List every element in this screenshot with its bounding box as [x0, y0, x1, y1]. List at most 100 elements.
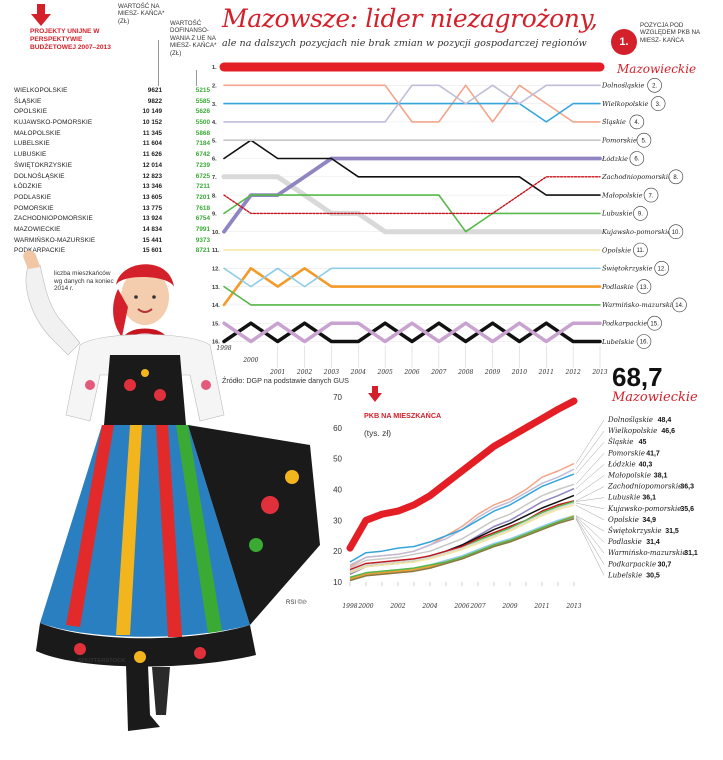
leader-line — [575, 518, 605, 576]
region-label: Śląskie — [602, 117, 626, 126]
region-label: Podkarpackie — [601, 320, 647, 328]
eu-value: 7184 — [195, 140, 210, 148]
region-label: Kujawsko-pomorskie — [601, 228, 671, 236]
rank-line-warmińsko-mazurskie — [223, 285, 601, 306]
gdp-line-mazowieckie — [346, 397, 578, 552]
rank-tick-label: 1. — [212, 65, 217, 71]
region-name: LUBELSKIE — [14, 140, 50, 148]
rank-tick-label: 6. — [212, 157, 217, 163]
x-tick-label: 2006 — [453, 603, 469, 610]
year-tick-label: 2012 — [565, 369, 581, 376]
region-label: Opolskie — [608, 516, 639, 524]
eu-value: 6754 — [195, 215, 210, 223]
leader-line — [575, 516, 605, 554]
rank-badge-label: 12. — [658, 267, 667, 273]
region-label: Podkarpackie — [607, 560, 656, 568]
leader-line — [575, 486, 605, 502]
rank-badge-label: 6. — [634, 157, 639, 163]
table-row: MAZOWIECKIE 14 834 7991 — [14, 225, 210, 236]
region-label: Zachodniopomorskie — [601, 173, 672, 181]
region-value: 35,6 — [680, 506, 694, 513]
eu-value: 8721 — [195, 247, 210, 255]
region-label: Świętokrzyskie — [602, 264, 653, 273]
region-value: 46,6 — [661, 428, 675, 435]
leader-line — [575, 515, 605, 532]
eu-value: 6725 — [195, 172, 210, 180]
eu-value: 5626 — [195, 108, 210, 116]
x-tick-label: 1998 — [342, 603, 357, 610]
table-row: ŚWIĘTOKRZYSKIE 12 014 7239 — [14, 161, 210, 172]
region-name: MAZOWIECKIE — [14, 225, 61, 233]
rank-badge — [647, 77, 662, 93]
rank-badge-label: 16. — [640, 340, 649, 346]
year-tick-label: 2013 — [591, 369, 607, 376]
x-tick-label: 2011 — [533, 603, 549, 610]
region-value: 45 — [639, 439, 647, 446]
rank-line-dolnośląskie — [223, 84, 601, 123]
year-tick-label: 2005 — [377, 369, 393, 376]
region-label: Opolskie — [602, 246, 631, 254]
year-tick-label: 1998 — [216, 345, 231, 352]
eu-value: 7211 — [196, 183, 210, 191]
region-label: Pomorskie — [607, 449, 645, 457]
region-label: Lubelskie — [601, 338, 634, 346]
eu-value: 7991 — [195, 225, 210, 233]
gdp-line-kujawsko-pomorskie — [349, 502, 575, 572]
rank-badge — [650, 96, 666, 111]
region-label: Małopolskie — [601, 191, 643, 199]
year-tick-label: 2010 — [511, 369, 527, 376]
region-value: 36,3 — [680, 484, 694, 491]
rank-badge-label: 10. — [672, 230, 681, 236]
rank-badge — [633, 242, 648, 258]
year-tick-label: 2001 — [269, 369, 285, 376]
project-value: 10 152 — [142, 119, 162, 127]
table-row: WARMIŃSKO-MAZURSKIE 15 441 9373 — [14, 236, 210, 247]
rank-legend-badge: 1. — [611, 29, 637, 55]
table-row: PODLASKIE 13 605 7201 — [14, 193, 210, 204]
year-tick-label: 2003 — [323, 369, 339, 376]
table-row: LUBUSKIE 11 626 6742 — [14, 150, 210, 161]
project-value: 13 924 — [142, 215, 162, 223]
headline: Mazowsze: lider niezagrożony, — [222, 4, 598, 33]
leader-line — [575, 453, 605, 485]
region-label: Małopolskie — [607, 472, 651, 480]
table-row: ZACHODNIOPOMORSKIE 13 924 6754 — [14, 214, 210, 225]
rank-badge-label: 3. — [656, 102, 661, 108]
gdp-line-warmińsko-mazurskie — [349, 516, 575, 579]
project-value: 15 601 — [142, 247, 162, 255]
down-arrow-icon — [31, 4, 51, 26]
rank-tick-label: 4. — [212, 120, 217, 126]
leader-line — [575, 497, 605, 502]
region-label: Warmińsko-mazurskie — [602, 301, 676, 309]
table-row: DOLNOŚLĄSKIE 12 823 6725 — [14, 172, 210, 183]
table-title: PROJEKTY UNIJNE W PERSPEKTYWIE BUDŻETOWE… — [30, 28, 111, 51]
rank-line-zachodniopomorskie — [223, 176, 601, 215]
region-value: 31,1 — [684, 550, 698, 557]
rank-badge-label: 14. — [675, 303, 684, 309]
region-value: 30,5 — [646, 572, 660, 579]
region-value: 38,1 — [654, 473, 668, 480]
rank-line-łódzkie — [222, 156, 602, 234]
region-name: WARMIŃSKO-MAZURSKIE — [14, 236, 96, 244]
rank-tick-label: 12. — [212, 267, 220, 273]
table-row: WIELKOPOLSKIE 9621 5215 — [14, 86, 210, 97]
rank-tick-label: 9. — [212, 212, 217, 218]
table-row: LUBELSKIE 11 604 7184 — [14, 139, 210, 150]
x-tick-label: 2013 — [565, 603, 581, 610]
rank-badge-label: 2. — [652, 84, 657, 90]
x-tick-label: 2002 — [389, 603, 405, 610]
leader-line — [575, 430, 605, 470]
table-row: MAŁOPOLSKIE 11 345 5868 — [14, 129, 210, 140]
leader-line — [575, 419, 605, 464]
project-value: 9621 — [147, 87, 162, 94]
rank-badge — [636, 279, 652, 294]
rank-badge — [647, 315, 662, 331]
region-name: KUJAWSKO-POMORSKIE — [14, 119, 93, 127]
table-row: ŚLĄSKIE 9822 5585 — [14, 97, 210, 108]
project-value: 9822 — [147, 97, 162, 105]
leader-line — [575, 475, 605, 496]
mazowieckie-gdp-label: Mazowieckie — [612, 390, 698, 405]
region-label: Lubuskie — [607, 494, 640, 502]
graphic-credit: RSI ©℗ — [286, 600, 307, 606]
year-tick-label: 2002 — [296, 369, 312, 376]
